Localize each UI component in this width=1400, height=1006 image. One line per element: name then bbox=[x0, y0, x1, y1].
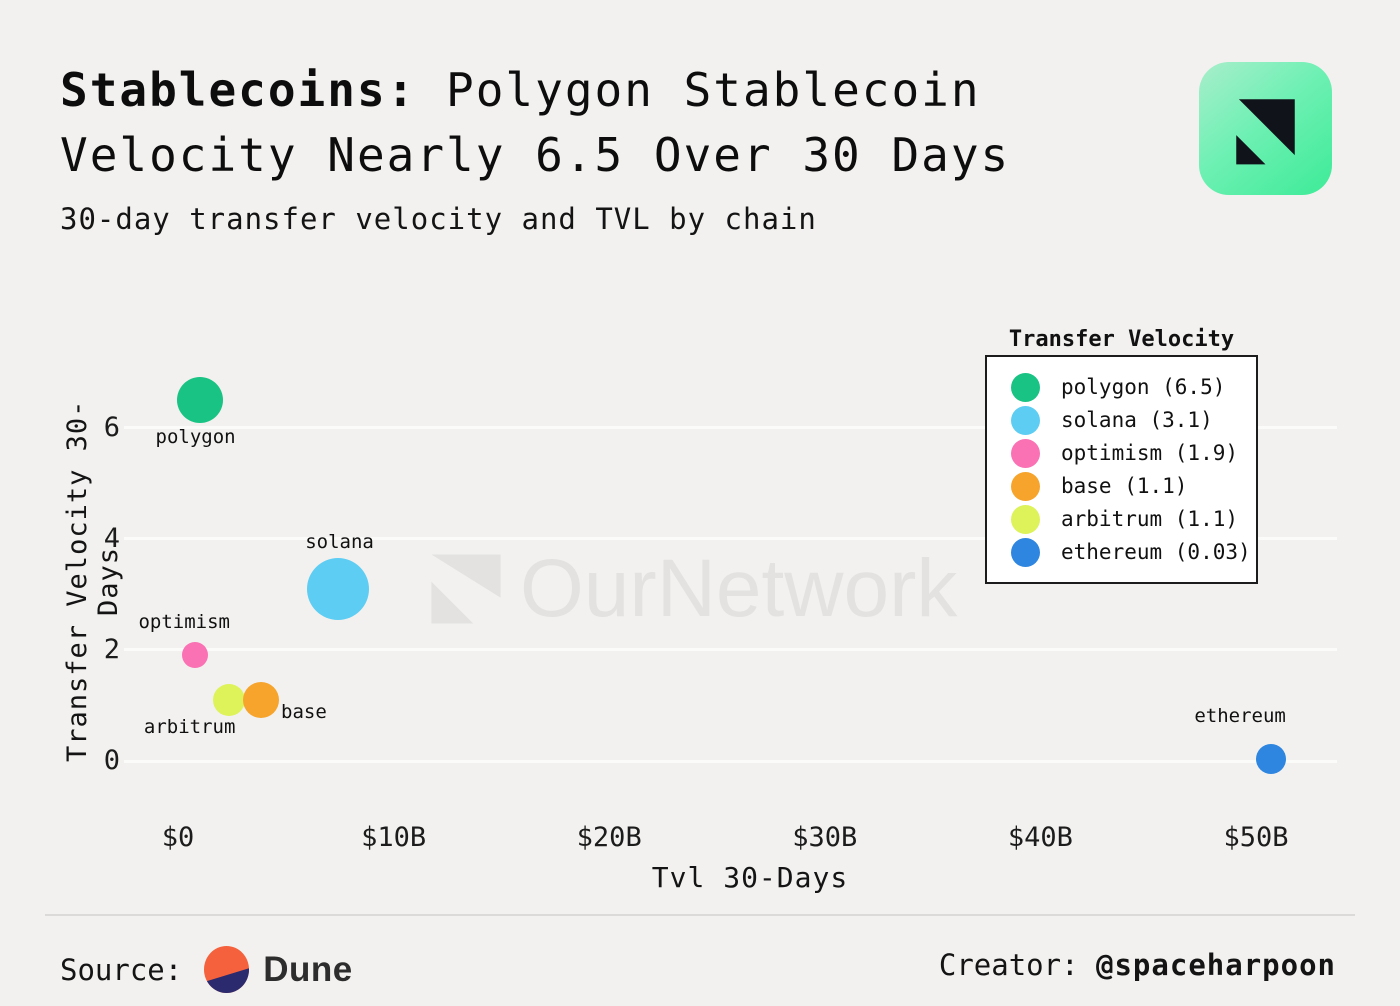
point-base bbox=[243, 681, 279, 718]
legend-item-solana: solana (3.1) bbox=[987, 404, 1256, 437]
gridline-y-4 bbox=[124, 537, 1337, 541]
legend-item-ethereum: ethereum (0.03) bbox=[987, 536, 1256, 569]
legend-swatch-solana-icon bbox=[1011, 405, 1040, 435]
source-label: Source: bbox=[60, 952, 183, 987]
y-tick-0: 0 bbox=[103, 745, 120, 776]
ournetwork-mark-icon bbox=[1236, 99, 1295, 165]
title-line2: Velocity Nearly 6.5 Over 30 Days bbox=[60, 128, 1011, 182]
x-axis-title: Tvl 30-Days bbox=[651, 861, 849, 894]
title-line1-rest: Polygon Stablecoin bbox=[416, 63, 981, 117]
point-polygon bbox=[176, 376, 223, 423]
point-ethereum bbox=[1256, 744, 1287, 775]
point-label-solana: solana bbox=[305, 530, 374, 553]
y-tick-6: 6 bbox=[103, 411, 120, 443]
point-label-polygon: polygon bbox=[155, 425, 236, 448]
ournetwork-logo bbox=[1199, 62, 1332, 195]
point-label-ethereum: ethereum bbox=[1194, 705, 1286, 728]
creator-label: Creator: bbox=[938, 948, 1097, 982]
legend-label-ethereum: ethereum (0.03) bbox=[1061, 540, 1251, 564]
y-tick-4: 4 bbox=[103, 522, 120, 554]
footer-creator: Creator: @spaceharpoon bbox=[939, 948, 1336, 982]
creator-handle: @spaceharpoon bbox=[1096, 948, 1336, 982]
legend-item-polygon: polygon (6.5) bbox=[987, 371, 1256, 404]
legend-item-optimism: optimism (1.9) bbox=[987, 437, 1256, 470]
legend: polygon (6.5) solana (3.1) optimism (1.9) b… bbox=[985, 355, 1258, 584]
y-axis-title: Transfer Velocity 30-Days bbox=[62, 399, 124, 763]
legend-swatch-arbitrum-icon bbox=[1011, 504, 1040, 534]
point-solana bbox=[306, 557, 369, 620]
legend-label-base: base (1.1) bbox=[1061, 474, 1188, 498]
dune-logo-icon bbox=[204, 946, 250, 993]
legend-item-base: base (1.1) bbox=[987, 470, 1256, 503]
legend-label-polygon: polygon (6.5) bbox=[1061, 375, 1226, 399]
point-arbitrum bbox=[212, 683, 245, 716]
point-label-base: base bbox=[281, 700, 327, 723]
legend-title: Transfer Velocity bbox=[1008, 327, 1235, 352]
legend-label-arbitrum: arbitrum (1.1) bbox=[1061, 507, 1239, 531]
point-label-optimism: optimism bbox=[138, 611, 230, 634]
page-title: Stablecoins: Polygon Stablecoin Velocity… bbox=[60, 58, 1010, 188]
source-name: Dune bbox=[263, 949, 353, 989]
legend-swatch-base-icon bbox=[1011, 471, 1040, 501]
legend-swatch-polygon-icon bbox=[1011, 372, 1040, 402]
x-tick-50: $50B bbox=[1223, 822, 1289, 853]
chart-subtitle: 30-day transfer velocity and TVL by chai… bbox=[60, 202, 817, 236]
legend-label-optimism: optimism (1.9) bbox=[1061, 441, 1239, 465]
legend-item-arbitrum: arbitrum (1.1) bbox=[987, 503, 1256, 536]
x-tick-10: $10B bbox=[361, 822, 427, 853]
legend-swatch-ethereum-icon bbox=[1011, 537, 1040, 567]
footer-divider bbox=[45, 914, 1355, 916]
legend-label-solana: solana (3.1) bbox=[1061, 408, 1213, 432]
x-tick-30: $30B bbox=[792, 822, 858, 853]
y-tick-2: 2 bbox=[103, 633, 120, 665]
x-tick-20: $20B bbox=[576, 822, 642, 853]
x-tick-40: $40B bbox=[1007, 822, 1073, 853]
x-tick-0: $0 bbox=[161, 822, 195, 853]
point-label-arbitrum: arbitrum bbox=[143, 715, 236, 738]
legend-swatch-optimism-icon bbox=[1011, 438, 1040, 468]
gridline-y-2 bbox=[124, 648, 1337, 652]
point-optimism bbox=[182, 642, 209, 669]
gridline-y-0 bbox=[124, 759, 1337, 763]
gridline-y-6 bbox=[124, 426, 1337, 430]
title-prefix: Stablecoins: bbox=[60, 63, 417, 117]
footer-source: Source: Dune bbox=[60, 946, 353, 993]
